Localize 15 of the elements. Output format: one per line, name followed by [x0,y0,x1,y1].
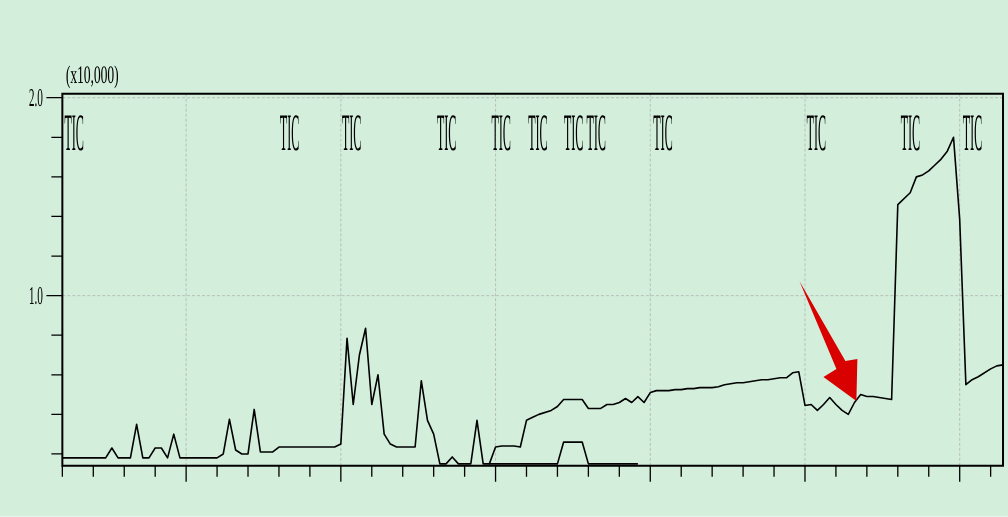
annotation: TIC [528,115,547,151]
y-tick-label: 2.0 [29,89,43,107]
annotation: TIC [342,115,361,151]
annotation: TIC [586,115,606,151]
annotation: TIC [64,115,84,151]
annotation: TIC [437,115,456,151]
annotation: TIC [962,115,982,151]
y-axis-title: (x10,000) [66,65,119,89]
annotation: TIC [491,115,511,151]
y-tick-label: 1.0 [29,287,43,305]
annotation: TIC [280,115,299,151]
annotation: TIC [900,115,920,151]
annotation: TIC [653,115,673,151]
annotation: TIC [564,115,583,151]
annotation: TIC [806,115,826,151]
